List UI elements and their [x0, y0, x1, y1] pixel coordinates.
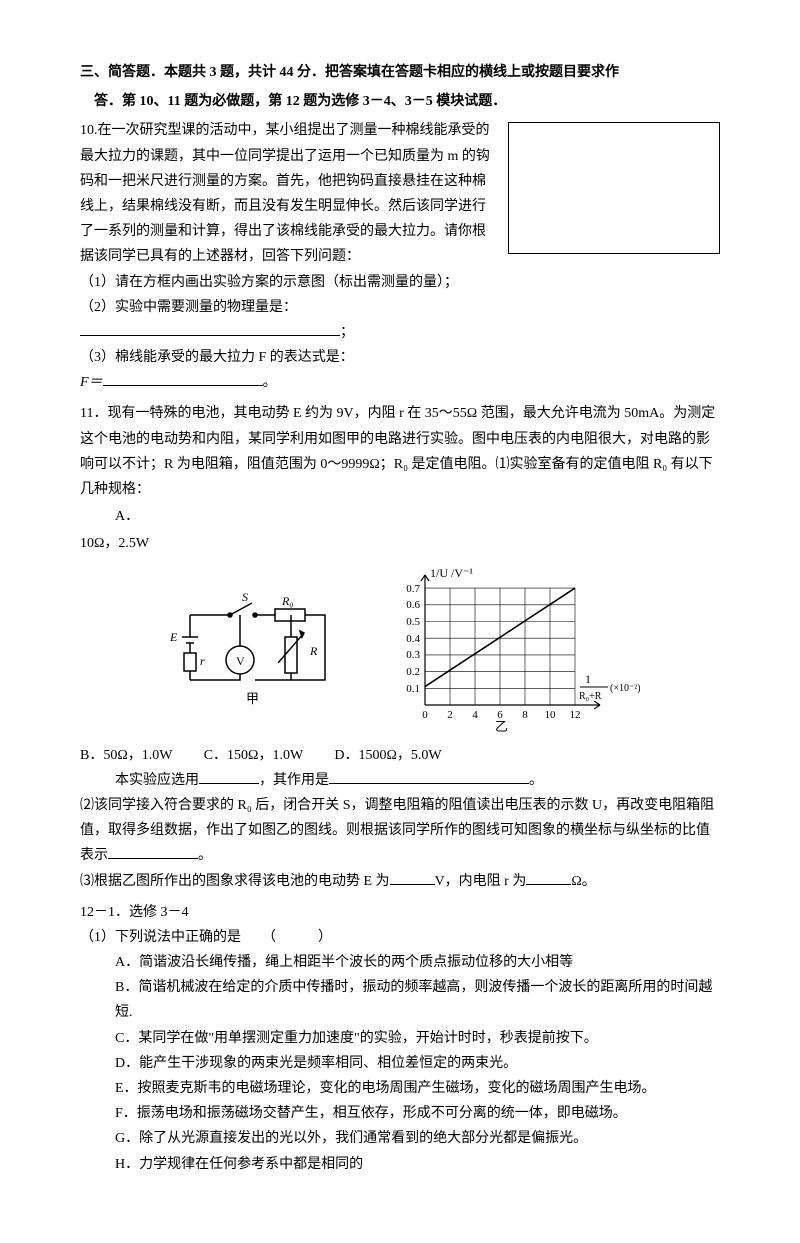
label-S: S — [242, 590, 248, 604]
q12-optA: A．简谐波沿长绳传播，绳上相距半个波长的两个质点振动位移的大小相等 — [80, 950, 720, 975]
blank-field[interactable] — [108, 844, 198, 859]
xtick: 0 — [422, 709, 428, 721]
xtick: 12 — [570, 709, 581, 721]
text: ⑶根据乙图所作出的图象求得该电池的电动势 E 为 — [80, 874, 390, 889]
q12-number: 12－1． — [80, 905, 129, 920]
blank-field[interactable] — [329, 769, 529, 784]
label-E: E — [169, 630, 178, 644]
answer-box — [508, 122, 720, 254]
text: Ω。 — [571, 874, 595, 889]
question-12: 12－1．选修 3－4 （1）下列说法中正确的是 （ ） A．简谐波沿长绳传播，… — [80, 900, 720, 1177]
x-frac-top: 1 — [585, 672, 591, 686]
q10-sub2-blank-row: ； — [80, 320, 720, 345]
q10-number: 10. — [80, 123, 98, 138]
ytick: 0.5 — [406, 616, 420, 628]
blank-field[interactable] — [103, 371, 263, 386]
x-unit: (×10⁻²)/Ω⁻¹ — [610, 683, 640, 694]
graph-figure: 0.1 0.2 0.3 0.4 0.5 0.6 0.7 0 2 4 6 8 10… — [380, 565, 640, 735]
y-axis-label: 1/U /V⁻¹ — [430, 566, 473, 580]
q11-optC: C．150Ω，1.0W — [204, 748, 303, 763]
q11-part2: ⑵该同学接入符合要求的 R₀ 后，闭合开关 S，调整电阻箱的阻值读出电压表的示数… — [80, 793, 720, 869]
q11-number: 11． — [80, 406, 107, 421]
q10-F-prefix: F＝ — [80, 375, 103, 390]
ytick: 0.2 — [406, 666, 420, 678]
q10-sub3-answer: F＝ 。 — [80, 370, 720, 395]
text: ，其作用是 — [259, 773, 329, 788]
q12-optC: C．某同学在做"用单摆测定重力加速度"的实验，开始计时时，秒表提前按下。 — [80, 1026, 720, 1051]
q12-optH: H．力学规律在任何参考系中都是相同的 — [80, 1152, 720, 1177]
q10-sub3: （3）棉线能承受的最大拉力 F 的表达式是： — [80, 345, 720, 370]
xtick: 10 — [545, 709, 557, 721]
q11-optD: D．1500Ω，5.0W — [334, 748, 441, 763]
q12-module: 选修 3－4 — [129, 905, 189, 920]
question-10: 10.在一次研究型课的活动中，某小组提出了测量一种棉线能承受的最大拉力的课题，其… — [80, 118, 720, 395]
blank-field[interactable] — [199, 769, 259, 784]
ytick: 0.4 — [406, 633, 420, 645]
blank-field[interactable] — [390, 870, 435, 885]
q11-body: 现有一特殊的电池，其电动势 E 约为 9V，内阻 r 在 35～55Ω 范围，最… — [80, 406, 715, 497]
xtick: 4 — [472, 709, 478, 721]
figure-row: S R₀ R V E r 甲 — [80, 565, 720, 735]
label-r: r — [200, 654, 205, 668]
text: V，内电阻 r 为 — [435, 874, 527, 889]
q10-sub2-suffix: ； — [340, 325, 354, 340]
ytick: 0.6 — [406, 599, 420, 611]
ytick: 0.3 — [406, 649, 420, 661]
q12-optE: E．按照麦克斯韦的电磁场理论，变化的电场周围产生磁场，变化的磁场周围产生电场。 — [80, 1076, 720, 1101]
blank-field[interactable] — [80, 321, 340, 336]
xtick: 2 — [447, 709, 453, 721]
circuit-caption: 甲 — [246, 691, 259, 706]
q11-options-bcd: B．50Ω，1.0W C．150Ω，1.0W D．1500Ω，5.0W — [80, 743, 720, 768]
section-heading-line1: 三、简答题．本题共 3 题，共计 44 分．把答案填在答题卡相应的横线上或按题目… — [80, 60, 720, 85]
blank-field[interactable] — [526, 870, 571, 885]
ytick: 0.7 — [406, 583, 420, 595]
circuit-figure: S R₀ R V E r 甲 — [160, 585, 350, 715]
q11-optB: B．50Ω，1.0W — [80, 748, 172, 763]
text: 本实验应选用 — [115, 773, 199, 788]
q12-optF: F．振荡电场和振荡磁场交替产生，相互依存，形成不可分离的统一体，即电磁场。 — [80, 1101, 720, 1126]
text: 。 — [198, 848, 212, 863]
question-11: 11．现有一特殊的电池，其电动势 E 约为 9V，内阻 r 在 35～55Ω 范… — [80, 401, 720, 893]
label-R: R — [309, 644, 318, 658]
q10-sub1: （1）请在方框内画出实验方案的示意图（标出需测量的量）； — [80, 270, 720, 295]
q11-optA-value: 10Ω，2.5W — [80, 531, 720, 556]
section-heading-line2: 答．第 10、11 题为必做题，第 12 题为选修 3－4、3－5 模块试题． — [80, 89, 720, 114]
q10-body: 在一次研究型课的活动中，某小组提出了测量一种棉线能承受的最大拉力的课题，其中一位… — [80, 123, 490, 264]
x-frac-bot: R₀+R — [579, 691, 602, 702]
q12-optD: D．能产生干涉现象的两束光是频率相同、相位差恒定的两束光。 — [80, 1051, 720, 1076]
q10-sub2: （2）实验中需要测量的物理量是： — [80, 295, 720, 320]
graph-caption: 乙 — [495, 719, 508, 734]
label-R0: R₀ — [281, 594, 294, 608]
q12-optG: G．除了从光源直接发出的光以外，我们通常看到的绝大部分光都是偏振光。 — [80, 1126, 720, 1151]
text: 。 — [529, 773, 543, 788]
q11-select-line: 本实验应选用 ，其作用是 。 — [80, 768, 720, 793]
q12-optB: B．简谐机械波在给定的介质中传播时，振动的频率越高，则波传播一个波长的距离所用的… — [80, 975, 720, 1025]
xtick: 8 — [522, 709, 528, 721]
q10-sub3-suffix: 。 — [263, 375, 277, 390]
ytick: 0.1 — [406, 683, 420, 695]
label-V: V — [236, 654, 245, 668]
q11-optA-label: A． — [80, 504, 720, 529]
q11-part3: ⑶根据乙图所作出的图象求得该电池的电动势 E 为 V，内电阻 r 为 Ω。 — [80, 869, 720, 894]
q12-sub1: （1）下列说法中正确的是 （ ） — [80, 925, 720, 950]
